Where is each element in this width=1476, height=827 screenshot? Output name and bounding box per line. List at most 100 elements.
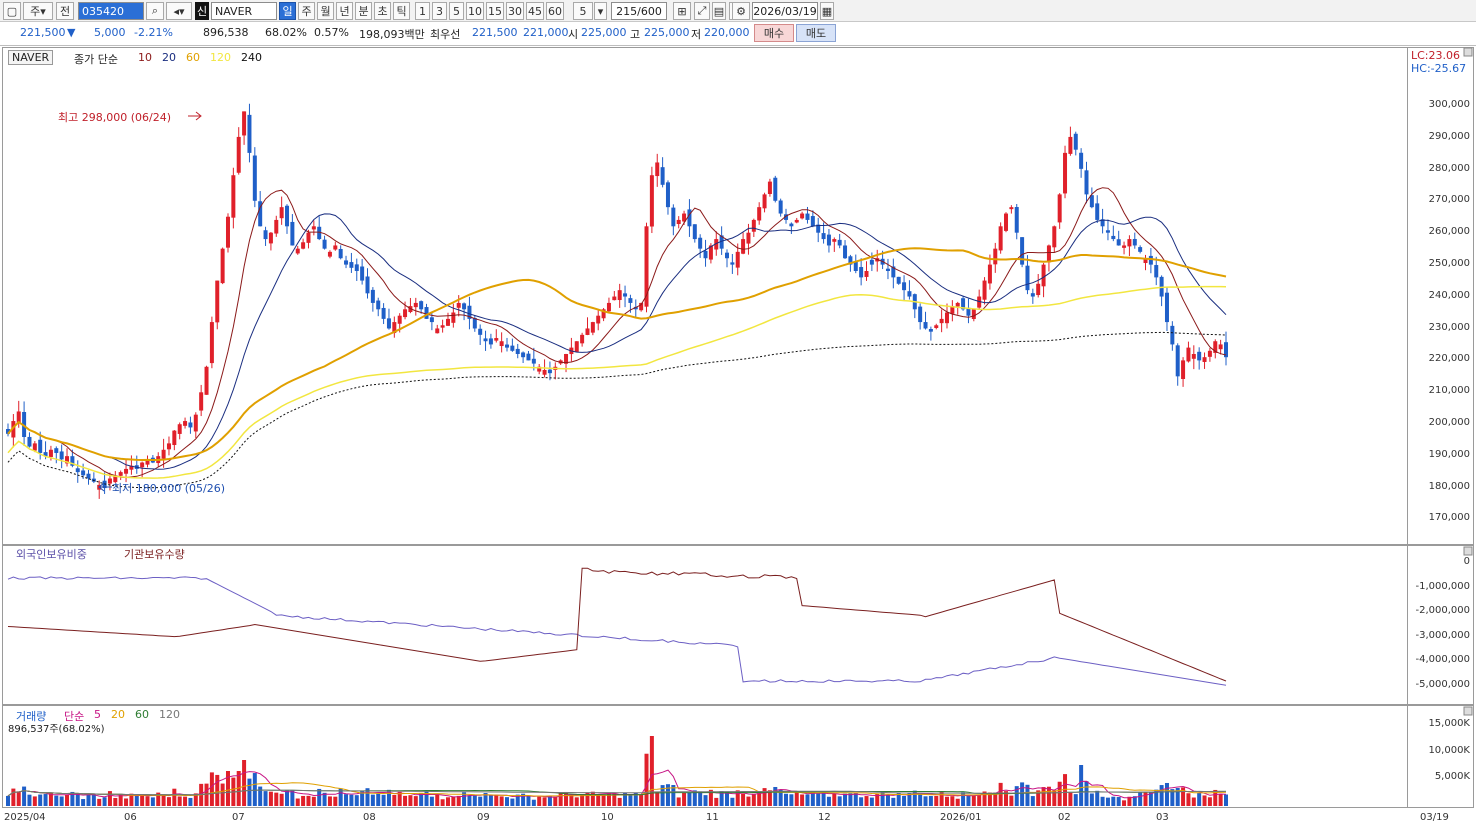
volume-bar [703, 795, 708, 806]
minute-5-button[interactable]: 5 [449, 2, 464, 20]
price-pane[interactable] [2, 47, 1408, 545]
candle-body [789, 223, 794, 227]
min-price-label: 최저 180,000 (05/26) [112, 482, 226, 495]
sell-button[interactable]: 매도 [796, 24, 836, 42]
volume-bar [875, 794, 880, 806]
speaker-icon[interactable]: ◂▾ [166, 2, 192, 20]
interval-0-button[interactable]: 일 [279, 2, 296, 20]
fullscreen-icon[interactable]: ⤢ [694, 2, 710, 20]
interval-2-button[interactable]: 월 [317, 2, 334, 20]
volume-bar [993, 792, 998, 806]
candle-body [891, 266, 896, 278]
candle-body [193, 414, 198, 432]
interval-3-button[interactable]: 년 [336, 2, 353, 20]
search-icon[interactable]: ⌕ [146, 2, 164, 20]
volume-bar [569, 794, 574, 806]
count-field[interactable]: 5 [573, 2, 593, 20]
volume-bar [86, 794, 91, 806]
volume-bar [311, 796, 316, 806]
volume-bar [242, 760, 247, 806]
interval-1-button[interactable]: 주 [298, 2, 315, 20]
stock-code-input[interactable]: 035420 [78, 2, 144, 20]
volume-bar [156, 792, 161, 806]
volume-bar [998, 782, 1003, 806]
volume-bar [714, 797, 719, 806]
foreign-holding-line [7, 576, 1227, 686]
volume-bar [885, 795, 890, 806]
candle-body [708, 245, 713, 260]
interval-4-button[interactable]: 분 [355, 2, 372, 20]
candle-body [719, 235, 724, 249]
hc-label: HC:-25.67 [1411, 62, 1467, 75]
interval-5-button[interactable]: 초 [374, 2, 391, 20]
calendar-icon[interactable]: ▦ [820, 2, 834, 20]
minute-3-button[interactable]: 3 [432, 2, 447, 20]
date-field[interactable]: 2026/03/19 [752, 2, 818, 20]
candle-body [113, 475, 118, 483]
volume-bar [1009, 795, 1014, 806]
volume-bar [274, 792, 279, 806]
candle-body [365, 276, 370, 294]
volume-bar [338, 788, 343, 806]
volume-bar [1105, 797, 1110, 806]
volume-bar [751, 793, 756, 806]
count-dropdown-icon[interactable]: ▾ [594, 2, 607, 20]
candle-body [515, 348, 520, 354]
minute-15-button[interactable]: 15 [486, 2, 504, 20]
tools-icon[interactable]: ⊞ [673, 2, 691, 20]
candle-body [43, 452, 48, 457]
volume-bar [258, 786, 263, 806]
candle-body [279, 207, 284, 219]
save-icon[interactable]: ▤ [712, 2, 726, 20]
volume-bar [488, 795, 493, 806]
candle-body [531, 358, 536, 364]
window-icon[interactable]: ▢ [3, 2, 21, 20]
interval-6-button[interactable]: 틱 [393, 2, 410, 20]
candle-body [204, 366, 209, 395]
volume-bar [263, 791, 268, 806]
candle-body [419, 301, 424, 310]
stock-name-field[interactable]: NAVER [211, 2, 277, 20]
candle-body [1004, 213, 1009, 231]
best-sell: 221,500 [472, 26, 518, 39]
minute-60-button[interactable]: 60 [546, 2, 564, 20]
candle-body [1148, 255, 1153, 265]
candle-body [848, 256, 853, 265]
candle-body [714, 239, 719, 250]
volume-ma-5-line [7, 769, 1227, 799]
candle-body [183, 421, 188, 426]
period-select[interactable]: 주 ▾ [23, 2, 53, 20]
volume-bar [429, 796, 434, 806]
volume-bar [1138, 791, 1143, 806]
prev-button[interactable]: 전 [56, 2, 74, 20]
volume-bar [43, 794, 48, 806]
volume-bar [1116, 797, 1121, 806]
candle-body [59, 451, 64, 460]
volume-bar [510, 798, 515, 806]
candle-body [1041, 264, 1046, 287]
volume-bar [1207, 797, 1212, 806]
volume-bar [644, 753, 649, 806]
volume-bar [204, 783, 209, 806]
price-stock-label[interactable]: NAVER [8, 50, 54, 65]
minute-45-button[interactable]: 45 [526, 2, 544, 20]
volume-bar [1041, 787, 1046, 806]
volume-bar [590, 791, 595, 806]
trade-amount: 198,093백만 [359, 28, 425, 41]
candle-body [467, 305, 472, 319]
holding-pane[interactable] [2, 545, 1408, 705]
volume-bar [864, 796, 869, 806]
minute-10-button[interactable]: 10 [466, 2, 484, 20]
candle-body [381, 307, 386, 319]
candle-body [907, 291, 912, 297]
volume-bar [166, 797, 171, 806]
buy-button[interactable]: 매수 [754, 24, 794, 42]
minute-30-button[interactable]: 30 [506, 2, 524, 20]
volume-bar [317, 788, 322, 806]
volume-bar [1020, 782, 1025, 806]
minute-1-button[interactable]: 1 [415, 2, 430, 20]
holding-pane-scroll-icon [1463, 546, 1473, 556]
candle-body [977, 296, 982, 308]
candle-body [440, 325, 445, 328]
gear-icon[interactable]: ⚙ [732, 2, 750, 20]
